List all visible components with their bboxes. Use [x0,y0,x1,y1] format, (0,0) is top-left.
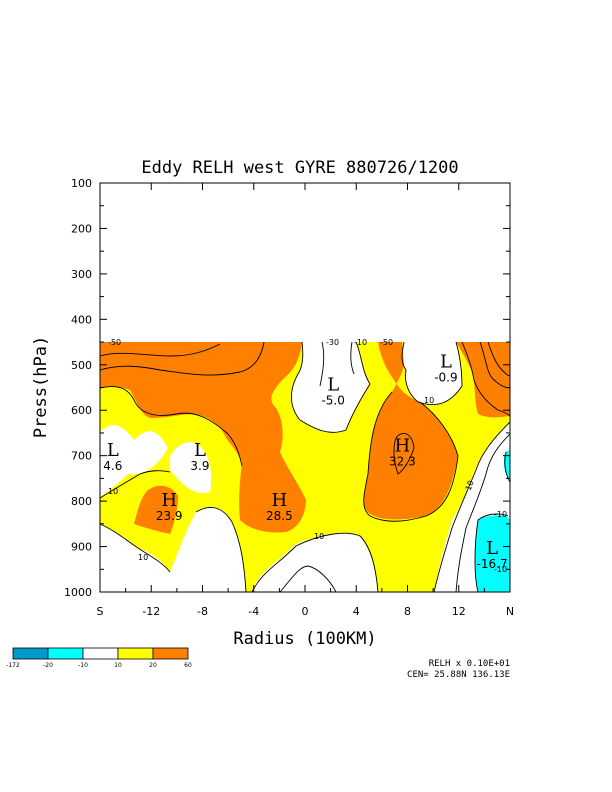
extremum-value: 4.6 [103,459,122,473]
y-tick-label: 900 [71,541,92,554]
extremum-type: L [327,374,339,395]
legend-swatch [152,647,189,660]
contour-label: 10 [138,553,148,562]
contour-label: -50 [380,338,393,347]
extremum-value: -16.7 [477,557,508,571]
band-white-upperright [402,342,462,405]
footer-scale: RELH x 0.10E+01 [429,659,510,669]
contour-label: -10 [354,338,367,347]
legend-swatch [82,647,119,660]
x-tick-label: -8 [197,605,208,618]
extremum-type: H [395,436,411,457]
extremum-type: L [194,440,206,461]
band-white-bottomleft [100,506,246,592]
y-axis-title: Press(hPa) [31,336,51,438]
band-white-center [291,342,370,433]
contour-label: -30 [326,338,339,347]
band-orange-leftsmall [134,485,178,534]
extremum-type: H [161,490,177,511]
band-orange-right [363,342,458,520]
contour-label-group: -50 -30 -10 -50 10 10 10 10 -10 10 -10 [108,338,507,574]
x-tick-label: 8 [404,605,411,618]
y-tick-label: 100 [71,177,92,190]
x-tick-label: N [506,605,514,618]
legend-label: -20 [43,662,53,669]
contour-lines [99,341,511,593]
extremum-type: L [107,440,119,461]
y-tick-label: 800 [71,495,92,508]
contour-label: -10 [494,565,507,574]
color-legend: -172 -20 -10 10 20 60 [6,647,192,669]
extremum-value: 23.9 [156,509,183,523]
x-axis-title: Radius (100KM) [233,629,376,649]
x-tick-label: -4 [248,605,259,618]
contour-label: -10 [494,510,507,519]
band-white-left2 [170,442,212,494]
y-tick-label: 500 [71,359,92,372]
extremum-value: 32.3 [389,455,416,469]
footer-center: CEN= 25.88N 136.13E [407,670,510,680]
band-white-left [100,425,168,498]
legend-label: 60 [184,662,192,669]
contour-label: -50 [108,338,121,347]
y-tick-label: 1000 [64,586,92,599]
band-cyan [475,515,510,592]
extremum-value: -0.9 [434,371,457,385]
x-tick-label: 12 [452,605,466,618]
legend-label: -10 [78,662,88,669]
y-tick-label: 300 [71,268,92,281]
extremum-type: L [486,538,498,559]
extremum-value: 28.5 [266,509,293,523]
extremum-type: L [440,352,452,373]
contour-fill [100,342,510,592]
legend-swatch [12,647,49,660]
y-tick-label: 700 [71,450,92,463]
x-tick-label: -12 [142,605,160,618]
extremum-value: -5.0 [321,393,344,407]
legend-label: -172 [6,662,20,669]
band-cyan-right-edge [504,450,510,480]
x-tick-label: 0 [302,605,309,618]
extremum-type: H [272,490,288,511]
ticks-layer: S -12 -8 -4 0 4 8 12 N 100 200 300 400 500 600 700 800 90… [64,177,514,618]
legend-swatch [117,647,154,660]
y-tick-label: 200 [71,222,92,235]
legend-label: 10 [114,662,122,669]
contour-label: 10 [108,487,118,496]
y-tick-label: 400 [71,313,92,326]
contour-label: 10 [424,396,434,405]
y-tick-label: 600 [71,404,92,417]
contour-label: 10 [314,532,324,541]
chart-title: Eddy RELH west GYRE 880726/1200 [141,158,458,178]
extremum-value: 3.9 [190,459,209,473]
legend-label: 20 [149,662,157,669]
band-orange-top [100,342,306,533]
x-tick-label: S [97,605,104,618]
x-tick-label: 4 [353,605,360,618]
legend-swatch [47,647,84,660]
contour-label: 10 [464,479,476,492]
band-white-bottom [252,533,378,592]
